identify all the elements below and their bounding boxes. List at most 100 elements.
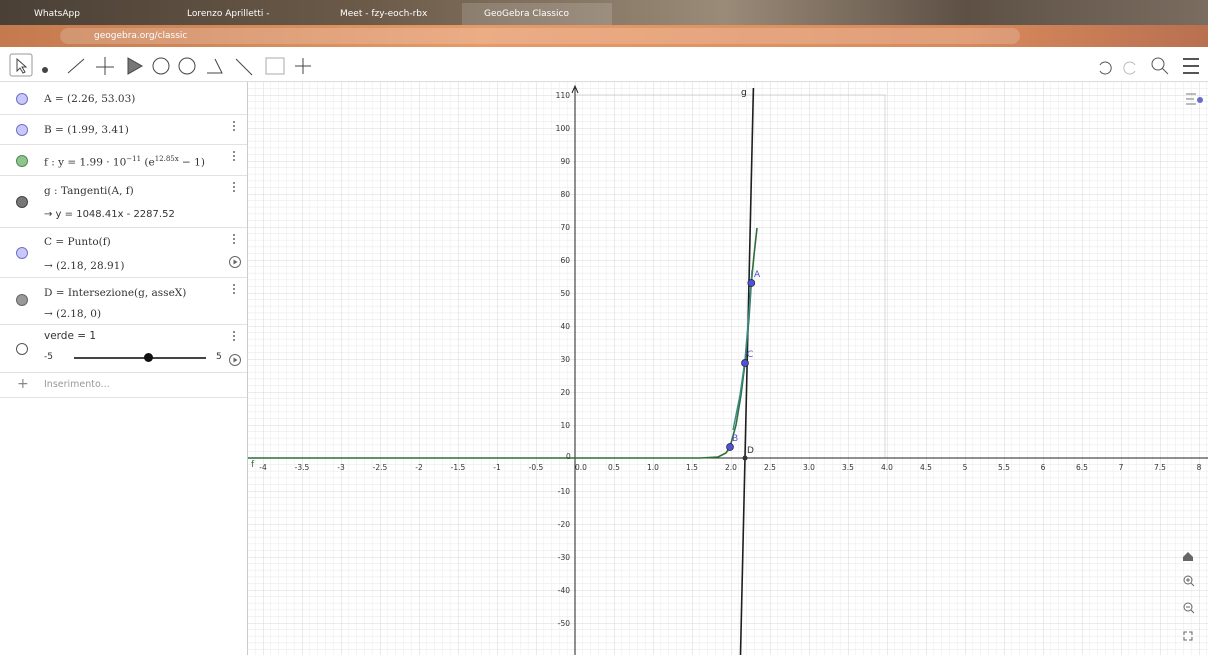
algebra-text: D = Intersezione(g, asseX) [44,287,186,299]
slider-label: verde = 1 [44,330,96,342]
y-label: 110 [556,91,571,100]
point-d[interactable] [743,456,748,461]
row-menu[interactable] [233,234,236,246]
tool-move-icon [17,59,26,73]
redo[interactable] [1124,62,1135,74]
x-label: 4.5 [920,463,932,472]
slider-thumb[interactable] [144,353,153,362]
url-field[interactable]: geogebra.org/classic [60,28,1020,44]
x-label: -2.5 [373,463,388,472]
x-label: 4.0 [881,463,893,472]
formula-part: (e [144,157,154,169]
algebra-row[interactable]: f : y = 1.99 · 10−11 (e12.85x − 1) [0,145,247,176]
point-b[interactable] [727,444,734,451]
tab[interactable]: WhatsApp [12,3,162,25]
algebra-row[interactable]: D = Intersezione(g, asseX) → (2.18, 0) [0,278,247,325]
point-label: D [747,446,754,456]
tool-line[interactable] [68,59,84,73]
algebra-output: → (2.18, 28.91) [44,260,124,272]
visibility-toggle[interactable] [16,93,28,105]
algebra-text: C = Punto(f) [44,236,111,248]
algebra-text: B = (1.99, 3.41) [44,124,129,136]
visibility-toggle[interactable] [16,343,28,355]
y-label: 100 [556,124,571,133]
x-label: 3.5 [842,463,854,472]
formula-part: f : y = 1.99 · 10 [44,157,126,169]
slider-track[interactable] [74,357,206,359]
slider-max: 5 [216,352,222,362]
algebra-row[interactable]: B = (1.99, 3.41) [0,115,247,145]
x-label: 1.0 [647,463,659,472]
menu[interactable] [1183,59,1199,73]
tool-move[interactable] [10,54,32,76]
x-label: 8 [1197,463,1202,472]
input-placeholder[interactable]: Inserimento... [44,379,110,390]
row-menu[interactable] [233,121,236,133]
x-label: 5 [963,463,968,472]
y-label: 90 [560,157,570,166]
tab-bar: WhatsApp Lorenzo Aprilletti - Planck_ed_… [0,0,1208,25]
y-label: -10 [558,487,570,496]
tab[interactable]: Lorenzo Aprilletti - Planck_ed_U [165,3,310,25]
formula-part: − 1) [179,157,205,169]
y-label: 70 [560,223,570,232]
formula-exp: −11 [126,155,141,163]
y-label: 30 [560,355,570,364]
tab-title: GeoGebra Classico [484,9,569,19]
row-menu[interactable] [233,331,236,343]
x-label: -4 [259,463,267,472]
tool-point[interactable] [42,67,48,73]
url-text: geogebra.org/classic [94,31,187,41]
algebra-row[interactable]: g : Tangenti(A, f) → y = 1048.41x - 2287… [0,176,247,228]
tab[interactable]: Meet - fzy-eoch-rbx [318,3,443,25]
visibility-toggle[interactable] [16,196,28,208]
x-label: 2.0 [725,463,737,472]
tool-circle3[interactable] [179,58,195,74]
tool-slider[interactable] [266,58,284,74]
point-a[interactable] [748,280,755,287]
y-label: -40 [558,586,570,595]
x-label: 6.5 [1076,463,1088,472]
tool-move-view[interactable] [295,58,311,74]
visibility-toggle[interactable] [16,124,28,136]
search-handle [1162,68,1168,74]
origin-label: 0 [566,452,571,461]
undo[interactable] [1100,62,1111,74]
x-label: 0.5 [608,463,620,472]
row-menu[interactable] [233,284,236,296]
point-c[interactable] [742,360,749,367]
x-label: 2.5 [764,463,776,472]
input-row[interactable]: + Inserimento... [0,373,247,398]
visibility-toggle[interactable] [16,247,28,259]
row-menu[interactable] [233,151,236,163]
visibility-toggle[interactable] [16,155,28,167]
algebra-view: A = (2.26, 53.03) B = (1.99, 3.41) f : y… [0,82,248,655]
function-label: g [741,88,747,98]
algebra-row[interactable]: A = (2.26, 53.03) [0,82,247,115]
tab[interactable]: GeoGebra Classico [462,3,612,25]
point-label: B [732,434,738,444]
y-label: -20 [558,520,570,529]
tab-title: Meet - fzy-eoch-rbx [340,9,427,19]
visibility-toggle[interactable] [16,294,28,306]
y-label: 80 [560,190,570,199]
row-menu[interactable] [233,182,236,194]
algebra-output: → y = 1048.41x - 2287.52 [44,209,175,220]
point-label: C [747,350,753,360]
algebra-row[interactable]: C = Punto(f) → (2.18, 28.91) [0,228,247,278]
play-button[interactable] [228,353,242,367]
toolbar-icons [0,47,1208,82]
y-label: 50 [560,289,570,298]
x-label: -3.5 [295,463,310,472]
tool-polygon[interactable] [128,58,142,74]
y-label: 10 [560,421,570,430]
play-button[interactable] [228,255,242,269]
tool-reflect[interactable] [236,59,252,75]
algebra-text: f : y = 1.99 · 10−11 (e12.85x − 1) [44,155,205,169]
x-label: 6 [1041,463,1046,472]
x-label: 7.5 [1154,463,1166,472]
slider-row[interactable]: verde = 1 -5 5 [0,325,247,373]
tool-angle[interactable] [207,59,222,73]
tool-circle[interactable] [153,58,169,74]
